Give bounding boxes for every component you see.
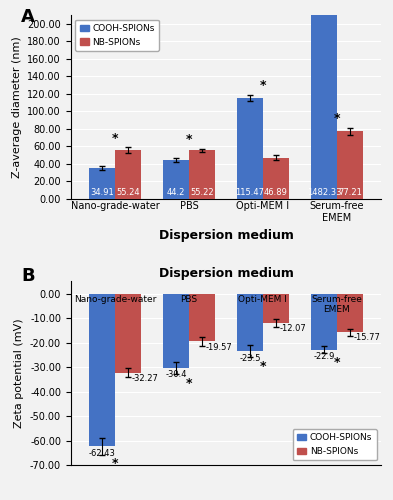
Bar bbox=[189, 294, 215, 342]
Bar bbox=[115, 294, 141, 372]
Text: B: B bbox=[21, 266, 35, 284]
Text: PBS: PBS bbox=[180, 295, 198, 304]
Text: A: A bbox=[21, 8, 35, 26]
Text: *: * bbox=[260, 79, 266, 92]
Bar bbox=[263, 158, 289, 198]
Text: *: * bbox=[334, 356, 340, 369]
Text: 55.22: 55.22 bbox=[190, 188, 214, 197]
Text: -12.07: -12.07 bbox=[279, 324, 306, 334]
Bar bbox=[89, 168, 115, 198]
Bar bbox=[337, 131, 363, 198]
Text: *: * bbox=[112, 132, 118, 144]
Text: 77.21: 77.21 bbox=[338, 188, 362, 197]
Legend: COOH-SPIONs, NB-SPIONs: COOH-SPIONs, NB-SPIONs bbox=[293, 429, 377, 460]
Bar bbox=[337, 294, 363, 332]
Text: *: * bbox=[260, 360, 266, 372]
Text: 55.24: 55.24 bbox=[116, 188, 140, 197]
Text: *: * bbox=[186, 376, 192, 390]
Text: 115.47: 115.47 bbox=[235, 188, 264, 197]
Text: Nano-grade-water: Nano-grade-water bbox=[74, 295, 156, 304]
X-axis label: Dispersion medium: Dispersion medium bbox=[158, 228, 294, 241]
Text: *: * bbox=[186, 133, 192, 146]
Bar bbox=[163, 160, 189, 198]
Bar bbox=[237, 294, 263, 351]
Text: *: * bbox=[334, 112, 340, 125]
Text: -62.43: -62.43 bbox=[89, 449, 116, 458]
Text: -15.77: -15.77 bbox=[353, 334, 380, 342]
Bar bbox=[163, 294, 189, 368]
Text: 1482.33: 1482.33 bbox=[307, 188, 341, 197]
Bar bbox=[263, 294, 289, 323]
Text: 46.89: 46.89 bbox=[264, 188, 288, 197]
Bar bbox=[189, 150, 215, 198]
Bar bbox=[311, 16, 337, 198]
Bar bbox=[311, 294, 337, 350]
Y-axis label: Z-average diameter (nm): Z-average diameter (nm) bbox=[12, 36, 22, 178]
Title: Dispersion medium: Dispersion medium bbox=[158, 267, 294, 280]
Text: -30.4: -30.4 bbox=[165, 370, 187, 380]
Text: -22.9: -22.9 bbox=[313, 352, 334, 361]
Text: -32.27: -32.27 bbox=[132, 374, 159, 383]
Text: -23.5: -23.5 bbox=[239, 354, 261, 362]
Text: Serum-free
EMEM: Serum-free EMEM bbox=[311, 295, 362, 314]
Bar bbox=[237, 98, 263, 198]
Text: 44.2: 44.2 bbox=[167, 188, 185, 197]
Text: 34.91: 34.91 bbox=[90, 188, 114, 197]
Text: *: * bbox=[112, 458, 118, 470]
Bar bbox=[115, 150, 141, 198]
Legend: COOH-SPIONs, NB-SPIONs: COOH-SPIONs, NB-SPIONs bbox=[75, 20, 159, 51]
Text: Opti-MEM I: Opti-MEM I bbox=[239, 295, 287, 304]
Bar bbox=[89, 294, 115, 446]
Y-axis label: Zeta potential (mV): Zeta potential (mV) bbox=[14, 318, 24, 428]
Text: -19.57: -19.57 bbox=[206, 342, 232, 351]
